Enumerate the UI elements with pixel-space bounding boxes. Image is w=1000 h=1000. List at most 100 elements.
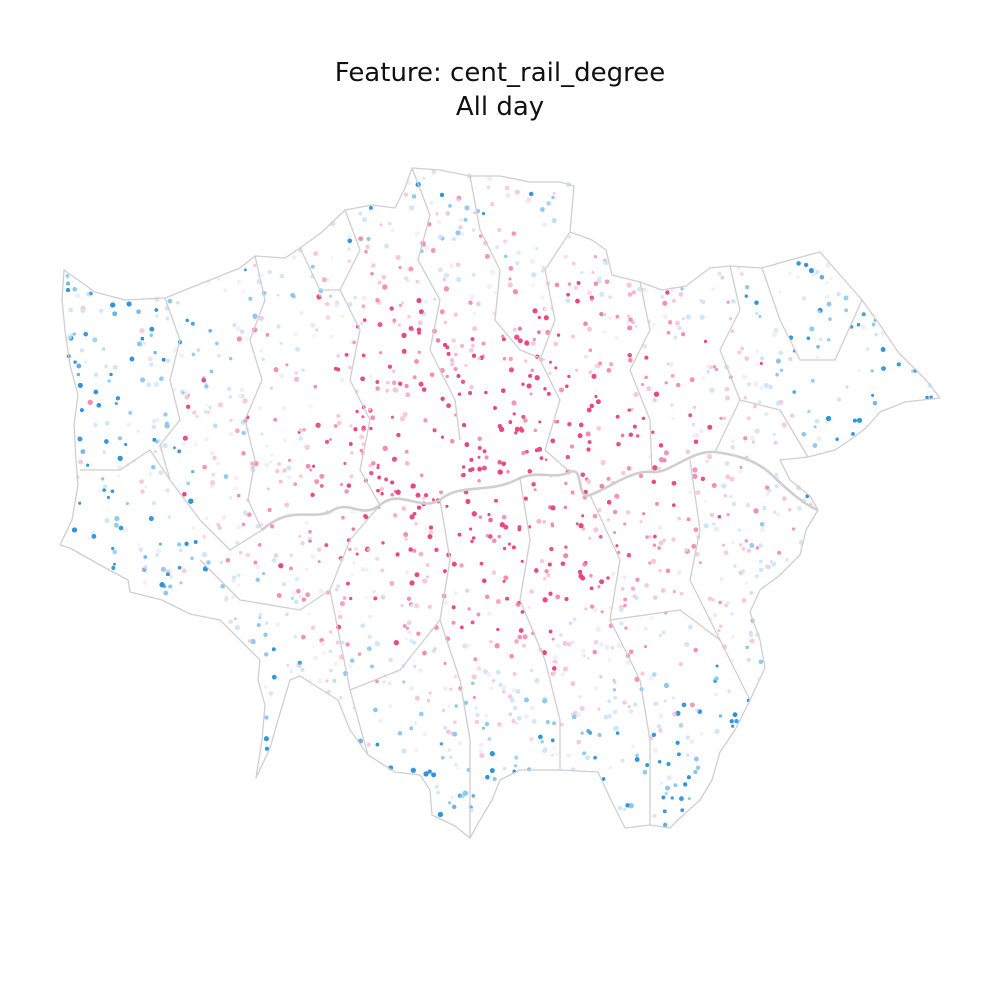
map-point: [730, 329, 735, 334]
map-point: [726, 300, 730, 304]
map-point: [567, 422, 572, 427]
map-point: [705, 459, 709, 464]
map-point: [517, 634, 522, 640]
map-point: [754, 574, 759, 579]
map-point: [416, 298, 422, 304]
map-point: [453, 367, 458, 371]
map-point: [347, 238, 353, 244]
map-point: [693, 769, 698, 775]
map-point: [552, 666, 557, 671]
map-point: [253, 264, 256, 267]
map-point: [519, 428, 525, 433]
map-point: [325, 315, 331, 320]
map-point: [591, 270, 595, 275]
map-point: [281, 582, 287, 587]
map-title: Feature: cent_rail_degree All day: [0, 56, 1000, 124]
map-point: [410, 483, 416, 489]
map-point: [414, 231, 420, 237]
map-point: [265, 746, 269, 751]
map-point: [429, 372, 435, 377]
map-point: [366, 547, 371, 552]
map-point: [428, 691, 432, 695]
map-point: [741, 598, 747, 603]
map-point: [785, 557, 789, 562]
map-point: [481, 341, 486, 346]
map-point: [853, 418, 857, 423]
map-point: [433, 647, 437, 651]
map-point: [743, 436, 748, 441]
map-point: [665, 290, 670, 295]
map-point: [592, 649, 597, 655]
map-point: [700, 732, 704, 736]
map-point: [451, 620, 456, 625]
map-point: [552, 655, 558, 660]
map-point: [102, 450, 107, 455]
map-point: [136, 309, 141, 315]
map-point: [753, 381, 759, 387]
map-point: [358, 236, 364, 242]
map-point: [492, 679, 496, 683]
map-point: [204, 437, 209, 442]
map-point: [565, 298, 571, 303]
map-point: [392, 456, 397, 462]
map-point: [575, 298, 580, 304]
map-point: [478, 749, 484, 755]
map-point: [151, 501, 156, 506]
map-point: [334, 303, 339, 308]
map-point: [291, 590, 297, 596]
map-point: [845, 385, 849, 389]
map-point: [593, 639, 599, 645]
map-point: [587, 440, 592, 444]
map-point: [548, 629, 553, 634]
map-point: [406, 626, 409, 630]
map-point: [599, 311, 604, 317]
map-point: [451, 605, 456, 610]
map-point: [600, 460, 606, 466]
map-point: [856, 323, 861, 327]
map-point: [177, 449, 182, 454]
map-point: [652, 465, 658, 471]
map-point: [449, 263, 454, 268]
map-point: [614, 335, 620, 341]
map-point: [427, 534, 433, 539]
map-point: [147, 356, 153, 362]
map-point: [84, 360, 88, 364]
map-point: [765, 492, 770, 497]
map-point: [700, 476, 706, 482]
map-point: [293, 332, 298, 337]
map-point: [714, 676, 719, 681]
map-point: [407, 630, 411, 635]
map-point: [443, 726, 448, 730]
map-point: [267, 508, 272, 512]
map-point: [294, 576, 300, 582]
map-point: [760, 356, 765, 361]
map-point: [632, 424, 637, 429]
map-point: [429, 525, 433, 530]
map-point: [818, 337, 823, 342]
map-point: [146, 382, 151, 387]
map-point: [258, 315, 264, 321]
map-point: [432, 428, 437, 433]
map-point: [514, 755, 519, 760]
map-point: [299, 474, 303, 478]
map-point: [531, 719, 537, 724]
map-point: [516, 250, 521, 256]
map-point: [586, 407, 592, 413]
map-point: [273, 553, 279, 558]
map-point: [699, 428, 704, 434]
map-point: [812, 443, 818, 448]
map-point: [578, 570, 583, 574]
map-point: [372, 590, 376, 594]
map-point: [532, 337, 537, 342]
map-point: [531, 272, 537, 278]
map-point: [665, 785, 670, 791]
map-point: [257, 543, 262, 547]
map-point: [149, 326, 155, 332]
map-point: [236, 336, 242, 342]
map-point: [80, 449, 86, 455]
map-point: [606, 576, 610, 580]
map-point: [377, 280, 382, 285]
map-point: [488, 517, 493, 523]
map-point: [228, 496, 233, 500]
map-point: [459, 563, 464, 568]
